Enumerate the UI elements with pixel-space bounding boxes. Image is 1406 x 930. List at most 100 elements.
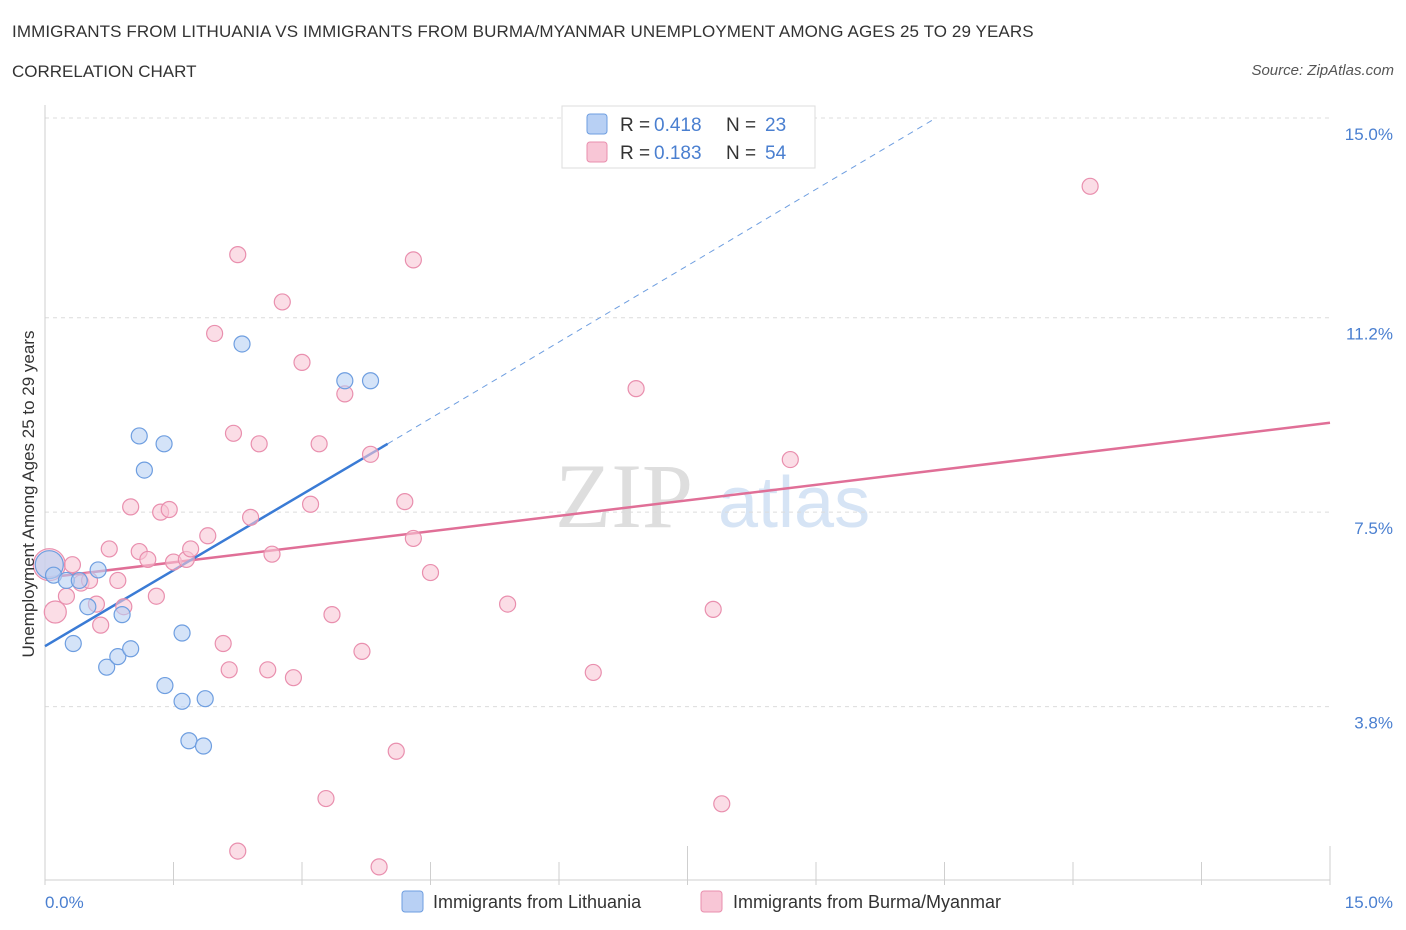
legend-n-value-burma: 54 <box>765 143 787 164</box>
tick-labels: 15.0% 11.2% 7.5% 3.8% 0.0% 15.0% <box>45 125 1393 912</box>
point-lithuania <box>109 648 127 666</box>
watermark: ZIP atlas <box>555 445 870 547</box>
legend-n-value-lithuania: 23 <box>765 115 786 136</box>
point-lithuania <box>135 461 153 479</box>
point-burma <box>584 663 602 682</box>
point-burma <box>404 529 422 548</box>
point-burma <box>250 435 268 453</box>
point-burma <box>353 642 371 661</box>
point-lithuania <box>173 624 191 642</box>
point-burma <box>284 669 303 687</box>
point-burma <box>781 450 799 469</box>
point-burma <box>499 595 517 613</box>
series-legend-label-burma: Immigrants from Burma/Myanmar <box>733 892 1001 912</box>
trend-line-lithuania-extension <box>387 117 937 445</box>
point-burma <box>370 858 388 876</box>
y-tick-label: 15.0% <box>1345 125 1393 144</box>
point-burma <box>242 508 260 526</box>
series-legend-swatch-lithuania <box>401 890 424 913</box>
legend-r-label-burma: R = <box>620 143 650 164</box>
point-burma <box>160 500 178 519</box>
legend-r-value-lithuania: 0.418 <box>654 115 702 136</box>
point-burma <box>199 527 217 545</box>
point-lithuania <box>130 427 148 445</box>
point-burma <box>206 324 224 343</box>
point-burma <box>139 550 157 569</box>
point-burma <box>100 540 118 558</box>
point-burma <box>259 661 277 679</box>
point-lithuania <box>98 658 116 676</box>
point-burma <box>361 445 380 463</box>
x-tick-label-min: 0.0% <box>45 893 84 912</box>
point-burma <box>317 789 335 808</box>
legend-swatch-burma <box>586 141 608 163</box>
chart-source: Source: ZipAtlas.com <box>1251 62 1394 79</box>
series-legend-swatch-burma <box>700 890 723 913</box>
point-burma <box>421 563 440 582</box>
point-burma <box>310 435 328 453</box>
trend-lines <box>44 117 1331 648</box>
point-burma <box>404 251 422 269</box>
point-lithuania <box>361 372 380 390</box>
point-lithuania <box>79 598 97 616</box>
point-burma <box>57 587 76 605</box>
y-tick-label: 7.5% <box>1354 519 1393 538</box>
point-burma <box>92 616 110 634</box>
legend-n-label-lithuania: N = <box>726 115 756 136</box>
y-tick-label: 11.2% <box>1346 325 1393 344</box>
point-lithuania <box>89 561 107 579</box>
point-burma <box>1081 177 1099 195</box>
watermark-atlas: atlas <box>718 463 870 543</box>
point-lithuania <box>70 571 88 590</box>
point-burma <box>109 571 127 590</box>
point-lithuania <box>173 692 191 710</box>
point-burma <box>273 293 291 311</box>
point-lithuania <box>336 372 354 390</box>
point-lithuania <box>113 606 131 624</box>
point-lithuania <box>194 737 213 755</box>
point-burma <box>713 795 731 813</box>
legend-r-value-burma: 0.183 <box>654 143 702 164</box>
chart-title: IMMIGRANTS FROM LITHUANIA VS IMMIGRANTS … <box>12 22 1034 41</box>
trend-line-lithuania <box>44 442 389 648</box>
point-burma <box>182 540 200 558</box>
legend-swatch-lithuania <box>586 113 608 135</box>
point-burma <box>229 842 247 860</box>
point-lithuania <box>122 640 140 658</box>
point-burma <box>63 556 82 574</box>
point-burma <box>229 246 247 264</box>
point-burma <box>396 493 414 511</box>
grid-lines <box>45 117 1330 708</box>
axes <box>44 105 1331 885</box>
point-burma <box>387 742 405 760</box>
point-lithuania <box>64 634 82 653</box>
point-burma <box>220 661 238 679</box>
legend-n-label-burma: N = <box>726 143 756 164</box>
point-lithuania <box>155 435 173 453</box>
stats-legend: R = 0.418 N = 23 R = 0.183 N = 54 <box>561 105 816 169</box>
point-burma <box>293 353 311 371</box>
point-burma <box>147 587 165 605</box>
point-lithuania <box>180 732 198 750</box>
trend-line-burma <box>44 421 1331 580</box>
point-lithuania <box>196 690 214 708</box>
y-axis-label: Unemployment Among Ages 25 to 29 years <box>19 331 38 658</box>
chart-subtitle: CORRELATION CHART <box>12 62 197 81</box>
y-tick-label: 3.8% <box>1354 714 1393 733</box>
point-lithuania <box>233 335 251 353</box>
series-legend-label-lithuania: Immigrants from Lithuania <box>433 892 642 912</box>
point-burma <box>301 495 320 513</box>
legend-r-label-lithuania: R = <box>620 115 650 136</box>
watermark-zip: ZIP <box>555 445 693 547</box>
point-burma <box>122 498 140 516</box>
x-tick-label-max: 15.0% <box>1345 893 1393 912</box>
point-burma <box>214 634 232 653</box>
data-points <box>32 177 1099 876</box>
series-legend: Immigrants from Lithuania Immigrants fro… <box>401 890 1001 913</box>
point-burma <box>627 380 645 398</box>
point-burma <box>704 600 722 618</box>
point-burma <box>43 600 67 624</box>
point-burma <box>224 424 243 442</box>
point-burma <box>323 606 341 624</box>
